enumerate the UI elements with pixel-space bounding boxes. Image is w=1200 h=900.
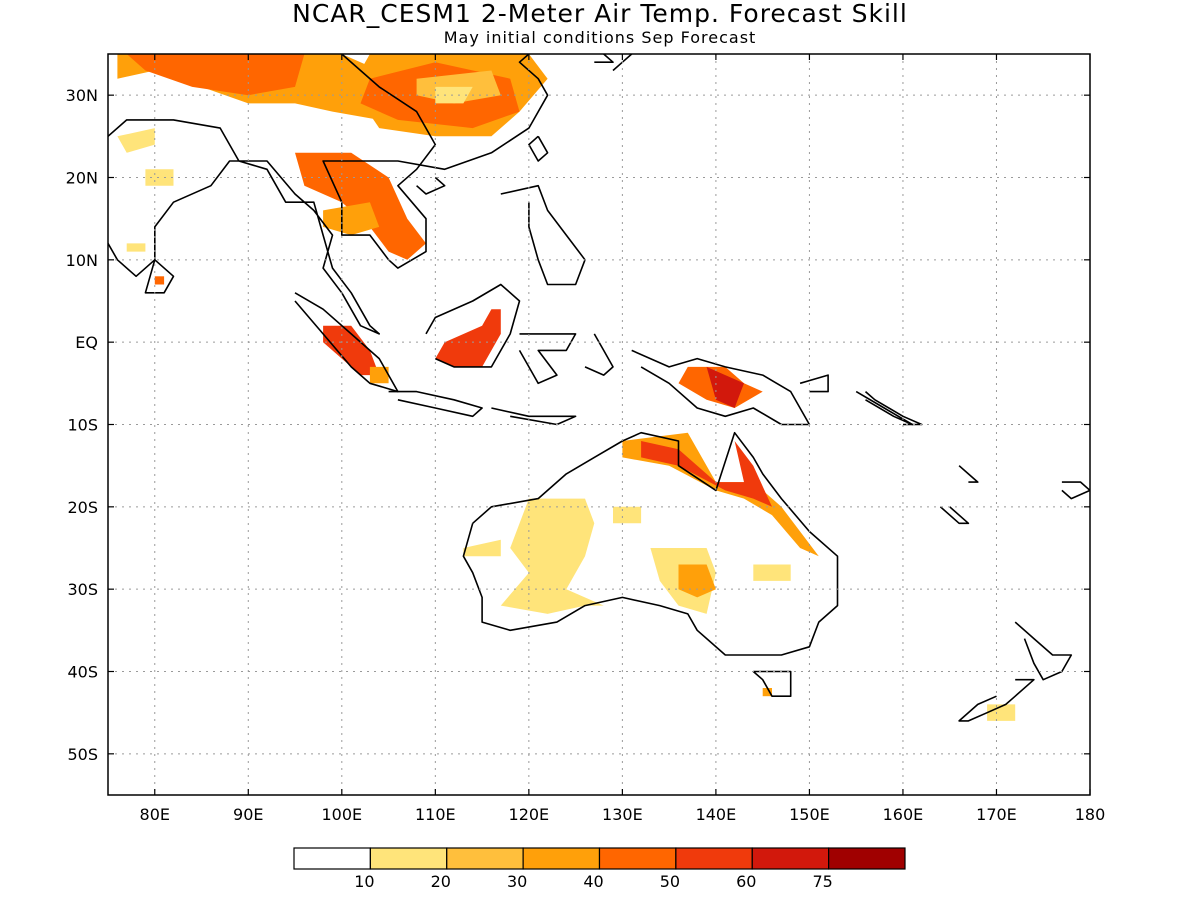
- colorbar-swatch: [828, 847, 906, 870]
- map-title: NCAR_CESM1 2-Meter Air Temp. Forecast Sk…: [292, 0, 908, 28]
- colorbar-label: 30: [507, 872, 527, 891]
- skill-region: [126, 243, 146, 252]
- latitude-label: 20S: [67, 498, 98, 517]
- coastline: [425, 283, 521, 368]
- skill-region: [126, 54, 305, 96]
- longitude-label: 150E: [789, 805, 830, 824]
- coastline: [1061, 481, 1090, 500]
- latitude-label: EQ: [75, 333, 98, 352]
- colorbar: 10 20 30 40 50 60 75: [293, 847, 906, 891]
- coastline: [752, 670, 792, 698]
- latitude-axis: 30N 20N 10N EQ 10S 20S 30S 40S 50S: [66, 86, 1090, 764]
- colorbar-label: 40: [583, 872, 603, 891]
- coastline: [322, 54, 549, 269]
- skill-region: [753, 564, 791, 581]
- colorbar-label: 20: [431, 872, 451, 891]
- coastline: [528, 135, 549, 162]
- latitude-label: 20N: [66, 169, 98, 188]
- skill-region: [762, 688, 772, 697]
- longitude-label: 100E: [321, 805, 362, 824]
- coastline: [584, 333, 614, 376]
- skill-shading-layer: [117, 54, 1016, 721]
- coastline-layer: [108, 54, 1090, 722]
- skill-region: [463, 539, 501, 557]
- coastline: [500, 184, 586, 286]
- skill-region: [323, 202, 380, 236]
- skill-region: [117, 128, 155, 153]
- colorbar-swatch: [751, 847, 830, 870]
- coastline: [855, 390, 914, 426]
- coastline: [958, 465, 979, 483]
- latitude-label: 10N: [66, 251, 98, 270]
- longitude-axis: 80E 90E 100E 110E 120E 130E 140E 150E 160E 170E 18…: [140, 54, 1106, 824]
- skill-region: [678, 564, 716, 598]
- skill-region: [369, 366, 389, 384]
- coastline: [864, 390, 923, 426]
- longitude-label: 140E: [696, 805, 737, 824]
- skill-region: [613, 506, 642, 524]
- coastline: [416, 176, 446, 195]
- map-subtitle: May initial conditions Sep Forecast: [443, 28, 757, 47]
- longitude-label: 170E: [976, 805, 1017, 824]
- coastline: [799, 374, 829, 393]
- colorbar-swatch: [598, 847, 677, 870]
- colorbar-label: 75: [812, 872, 832, 891]
- coastline: [388, 390, 483, 418]
- colorbar-swatch: [675, 847, 753, 870]
- colorbar-label: 10: [354, 872, 374, 891]
- skill-region: [145, 169, 174, 186]
- coastline: [1014, 621, 1073, 681]
- longitude-label: 110E: [415, 805, 456, 824]
- longitude-label: 160E: [883, 805, 924, 824]
- longitude-label: 90E: [233, 805, 263, 824]
- coastline: [491, 407, 577, 426]
- colorbar-swatch: [369, 847, 448, 870]
- longitude-label: 180: [1075, 805, 1106, 824]
- coastline: [144, 259, 175, 294]
- skill-region: [435, 309, 501, 367]
- colorbar-swatch: [446, 847, 524, 870]
- coastline: [518, 333, 577, 385]
- skill-region: [435, 86, 473, 104]
- colorbar-swatch: [293, 847, 371, 870]
- colorbar-label: 60: [736, 872, 756, 891]
- colorbar-label: 50: [660, 872, 680, 891]
- skill-region: [641, 441, 772, 507]
- latitude-label: 10S: [67, 416, 98, 435]
- coastline: [462, 431, 839, 656]
- longitude-label: 130E: [602, 805, 643, 824]
- longitude-label: 80E: [140, 805, 170, 824]
- coastline: [108, 119, 381, 335]
- gridline-layer: [108, 54, 1091, 795]
- skill-region: [500, 498, 604, 614]
- skill-region: [323, 325, 380, 376]
- latitude-label: 40S: [67, 663, 98, 682]
- colorbar-swatch: [522, 847, 601, 870]
- skill-region: [987, 704, 1016, 721]
- coastline: [958, 678, 1035, 722]
- latitude-label: 50S: [67, 745, 98, 764]
- skill-region: [154, 276, 165, 285]
- longitude-label: 120E: [509, 805, 550, 824]
- coastline: [594, 54, 614, 64]
- latitude-label: 30S: [67, 580, 98, 599]
- latitude-label: 30N: [66, 86, 98, 105]
- coastline: [939, 506, 970, 525]
